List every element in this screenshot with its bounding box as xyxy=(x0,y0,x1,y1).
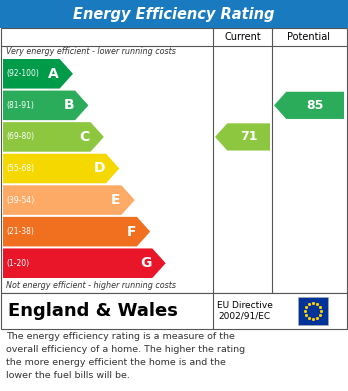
Text: E: E xyxy=(111,193,120,207)
Polygon shape xyxy=(3,59,73,89)
Text: (92-100): (92-100) xyxy=(6,69,39,78)
Polygon shape xyxy=(215,123,270,151)
Text: (69-80): (69-80) xyxy=(6,133,34,142)
Text: Potential: Potential xyxy=(287,32,331,42)
Text: Very energy efficient - lower running costs: Very energy efficient - lower running co… xyxy=(6,47,176,57)
Polygon shape xyxy=(3,185,135,215)
Text: The energy efficiency rating is a measure of the
overall efficiency of a home. T: The energy efficiency rating is a measur… xyxy=(6,332,245,380)
Bar xyxy=(1,28,347,293)
Text: 71: 71 xyxy=(240,131,258,143)
Text: EU Directive: EU Directive xyxy=(216,301,272,310)
Bar xyxy=(0,0,348,28)
Text: (21-38): (21-38) xyxy=(6,227,34,236)
Text: F: F xyxy=(126,225,136,239)
Text: (55-68): (55-68) xyxy=(6,164,34,173)
Polygon shape xyxy=(3,217,150,246)
Polygon shape xyxy=(3,122,104,152)
Polygon shape xyxy=(274,92,344,119)
Text: A: A xyxy=(48,67,59,81)
Text: Not energy efficient - higher running costs: Not energy efficient - higher running co… xyxy=(6,282,176,291)
Text: D: D xyxy=(94,161,105,176)
Text: (39-54): (39-54) xyxy=(6,196,34,204)
Text: 85: 85 xyxy=(307,99,324,112)
Bar xyxy=(1,293,347,329)
Text: (81-91): (81-91) xyxy=(6,101,34,110)
Text: G: G xyxy=(140,256,151,270)
Text: 2002/91/EC: 2002/91/EC xyxy=(219,312,270,321)
Text: B: B xyxy=(63,99,74,112)
Text: England & Wales: England & Wales xyxy=(8,302,178,320)
Polygon shape xyxy=(3,154,119,183)
Text: Current: Current xyxy=(224,32,261,42)
Text: Energy Efficiency Rating: Energy Efficiency Rating xyxy=(73,7,275,22)
Text: (1-20): (1-20) xyxy=(6,259,29,268)
Polygon shape xyxy=(3,91,88,120)
Polygon shape xyxy=(3,248,166,278)
Bar xyxy=(298,297,328,325)
Text: C: C xyxy=(79,130,89,144)
